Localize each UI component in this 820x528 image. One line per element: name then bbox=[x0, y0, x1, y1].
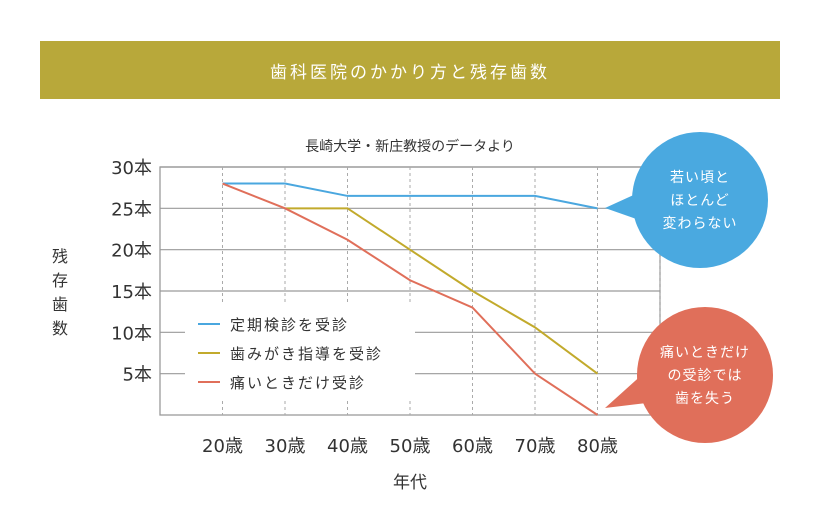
banner-title: 歯科医院のかかり方と残存歯数 bbox=[40, 41, 780, 99]
y-axis-label-char: 存 bbox=[52, 271, 68, 290]
callout-text: 歯を失う bbox=[675, 391, 735, 407]
y-axis-label-char: 歯 bbox=[52, 295, 68, 314]
y-tick-label: 5本 bbox=[123, 365, 152, 386]
y-tick-label: 20本 bbox=[111, 241, 152, 262]
series-line-1 bbox=[222, 182, 598, 210]
callout-circle bbox=[632, 132, 768, 268]
y-axis-label-char: 数 bbox=[52, 319, 68, 338]
x-tick-label: 70歳 bbox=[515, 436, 556, 457]
series-line-2 bbox=[285, 207, 599, 375]
series-lines bbox=[222, 182, 599, 416]
chart-subtitle: 長崎大学・新庄教授のデータより bbox=[305, 138, 515, 155]
x-axis-label: 年代 bbox=[393, 473, 427, 493]
legend-label: 痛いときだけ受診 bbox=[230, 374, 366, 392]
series-line-3 bbox=[222, 182, 599, 416]
x-tick-label: 80歳 bbox=[577, 436, 618, 457]
x-tick-label: 20歳 bbox=[202, 436, 243, 457]
callout-text: ほとんど bbox=[670, 193, 730, 209]
callout-circle bbox=[637, 307, 773, 443]
y-axis-label-char: 残 bbox=[52, 247, 68, 266]
x-tick-label: 40歳 bbox=[327, 436, 368, 457]
y-tick-label: 15本 bbox=[111, 282, 152, 303]
callout-text: 痛いときだけ bbox=[660, 344, 750, 361]
x-tick-label: 60歳 bbox=[452, 436, 493, 457]
tick-labels: 5本 10本 15本 20本 25本 30本 20歳 30歳 40歳 50歳 60歳 70歳 80歳 bbox=[111, 158, 618, 457]
legend-label: 歯みがき指導を受診 bbox=[230, 345, 383, 363]
y-tick-label: 30本 bbox=[111, 158, 152, 179]
y-tick-label: 25本 bbox=[111, 199, 152, 220]
callout-text: の受診では bbox=[668, 368, 743, 384]
y-axis-label: 残存歯数 bbox=[52, 247, 68, 338]
legend-label: 定期検診を受診 bbox=[230, 316, 349, 334]
y-tick-label: 10本 bbox=[111, 323, 152, 344]
x-tick-label: 30歳 bbox=[265, 436, 306, 457]
x-tick-label: 50歳 bbox=[390, 436, 431, 457]
legend-background bbox=[185, 305, 415, 400]
callout-text: 変わらない bbox=[663, 215, 738, 232]
callout-text: 若い頃と bbox=[670, 170, 730, 186]
